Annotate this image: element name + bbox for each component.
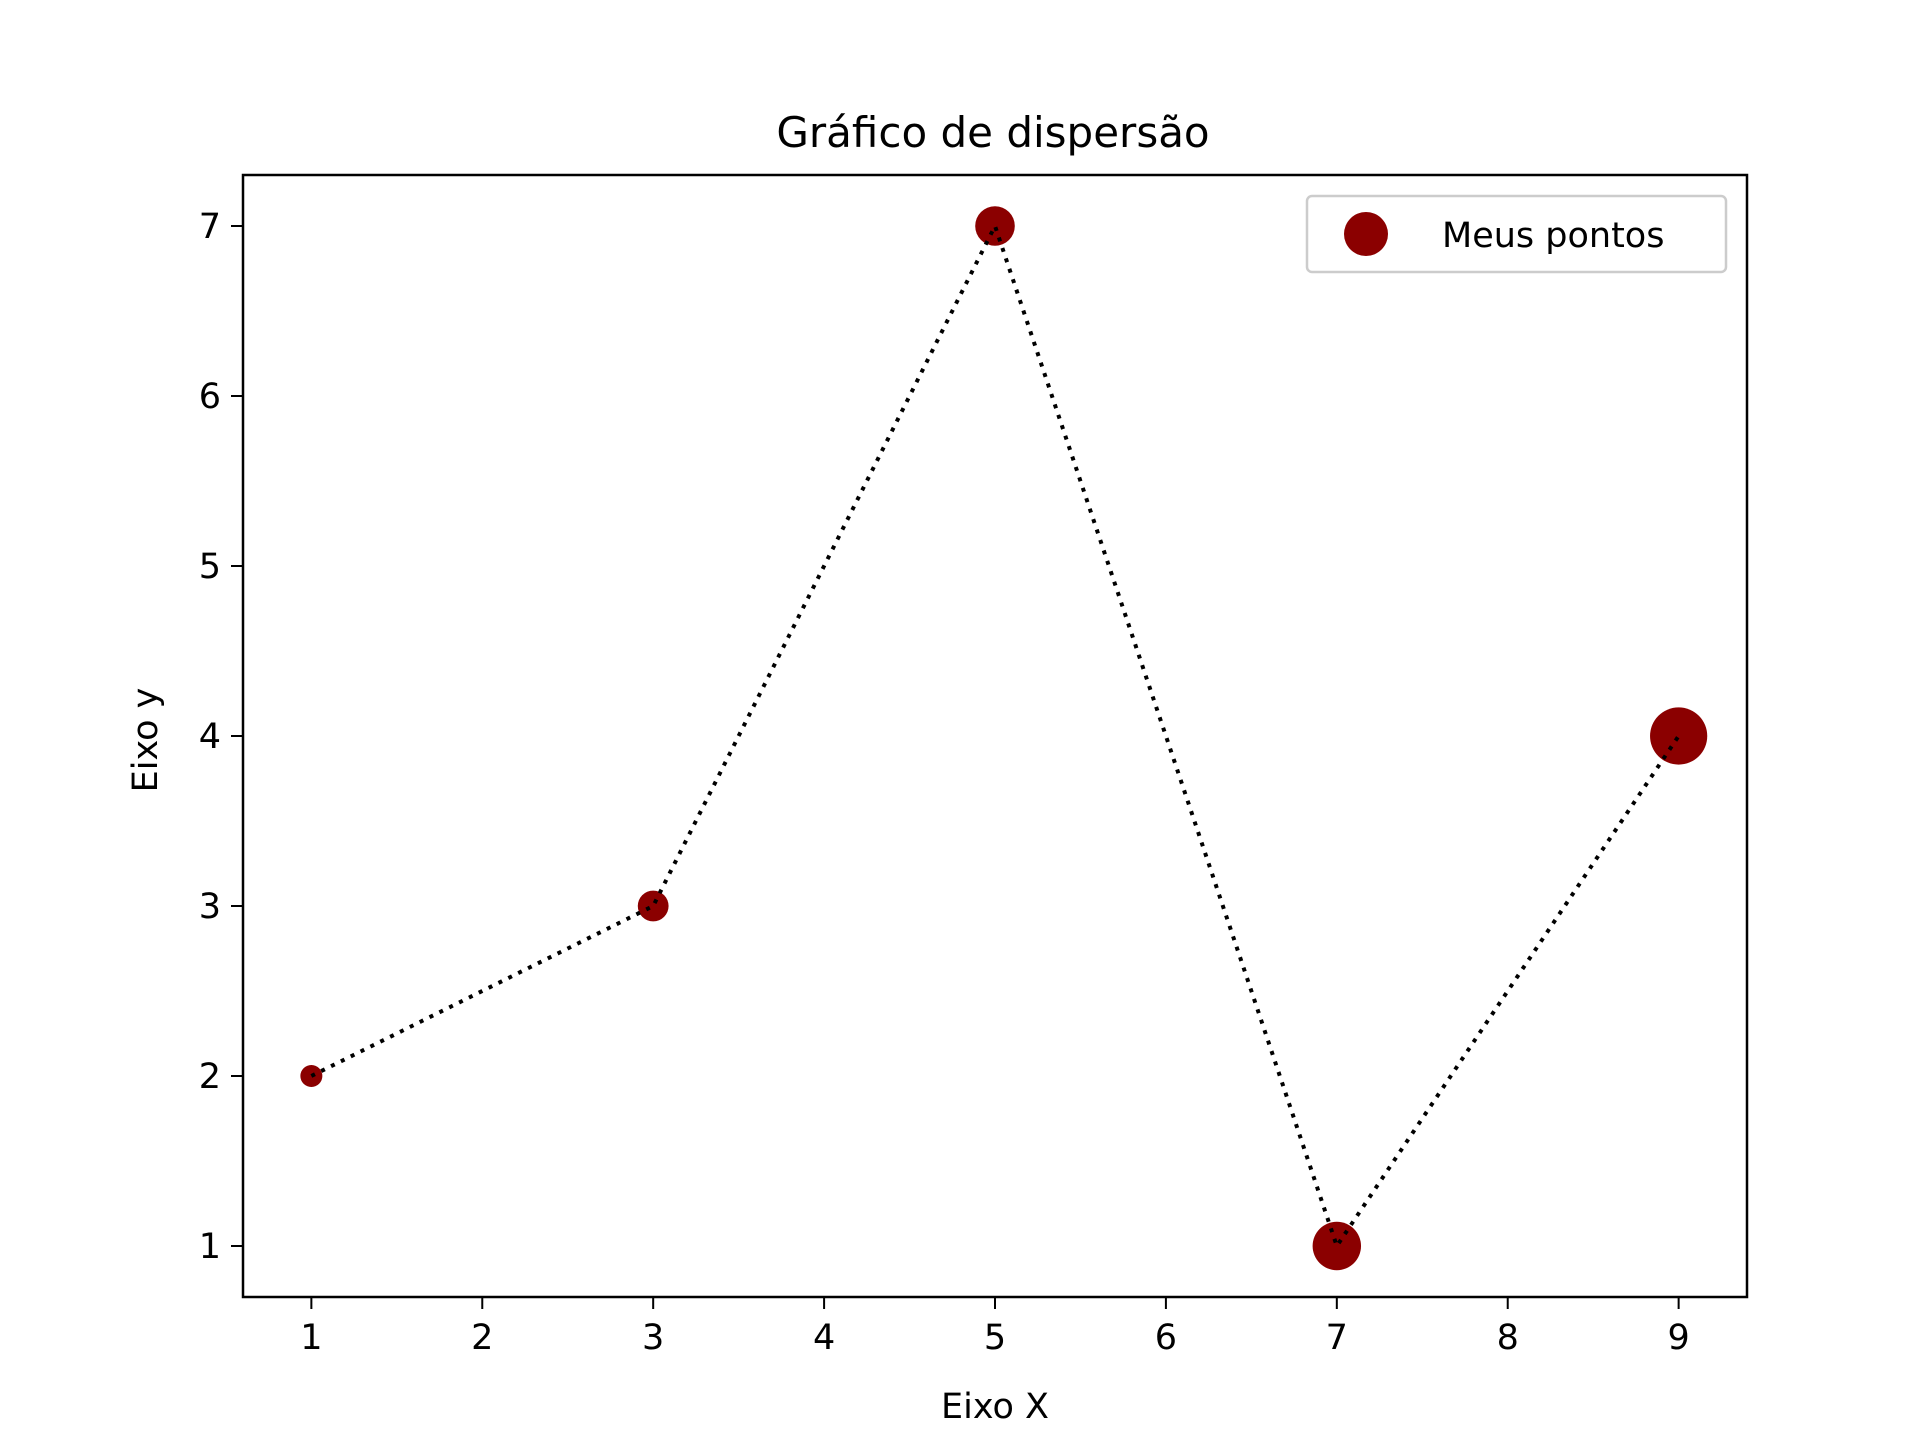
chart-title: Gráfico de dispersão	[776, 108, 1209, 157]
y-tick-label: 1	[199, 1227, 221, 1267]
legend-label: Meus pontos	[1442, 216, 1664, 256]
data-point	[1312, 1221, 1362, 1271]
data-point	[1650, 707, 1708, 765]
x-axis-label: Eixo X	[941, 1387, 1049, 1427]
x-tick-label: 5	[984, 1318, 1006, 1358]
y-tick-label: 6	[199, 377, 221, 417]
x-tick-label: 4	[813, 1318, 835, 1358]
y-tick-label: 7	[199, 207, 221, 247]
legend-marker	[1344, 212, 1388, 256]
legend-box	[1305, 194, 1728, 274]
x-tick-label: 2	[471, 1318, 493, 1358]
x-tick-label: 3	[642, 1318, 664, 1358]
x-tick-label: 1	[300, 1318, 322, 1358]
x-tick-label: 7	[1326, 1318, 1348, 1358]
data-point	[637, 890, 669, 922]
x-axis: 1 2 3 4 5 6 7 8 9	[300, 1297, 1690, 1358]
x-tick-label: 8	[1497, 1318, 1519, 1358]
plot-area	[300, 206, 1708, 1271]
y-tick-label: 2	[199, 1057, 221, 1097]
y-axis: 1 2 3 4 5 6 7	[199, 207, 243, 1267]
y-tick-label: 4	[199, 717, 221, 757]
x-tick-label: 9	[1667, 1318, 1689, 1358]
y-tick-label: 5	[199, 547, 221, 587]
x-tick-label: 6	[1155, 1318, 1177, 1358]
legend: Meus pontos	[1305, 194, 1728, 274]
connector-line	[310, 220, 1681, 1251]
data-point	[975, 206, 1015, 246]
y-axis-label: Eixo y	[126, 688, 166, 793]
y-tick-label: 3	[199, 887, 221, 927]
